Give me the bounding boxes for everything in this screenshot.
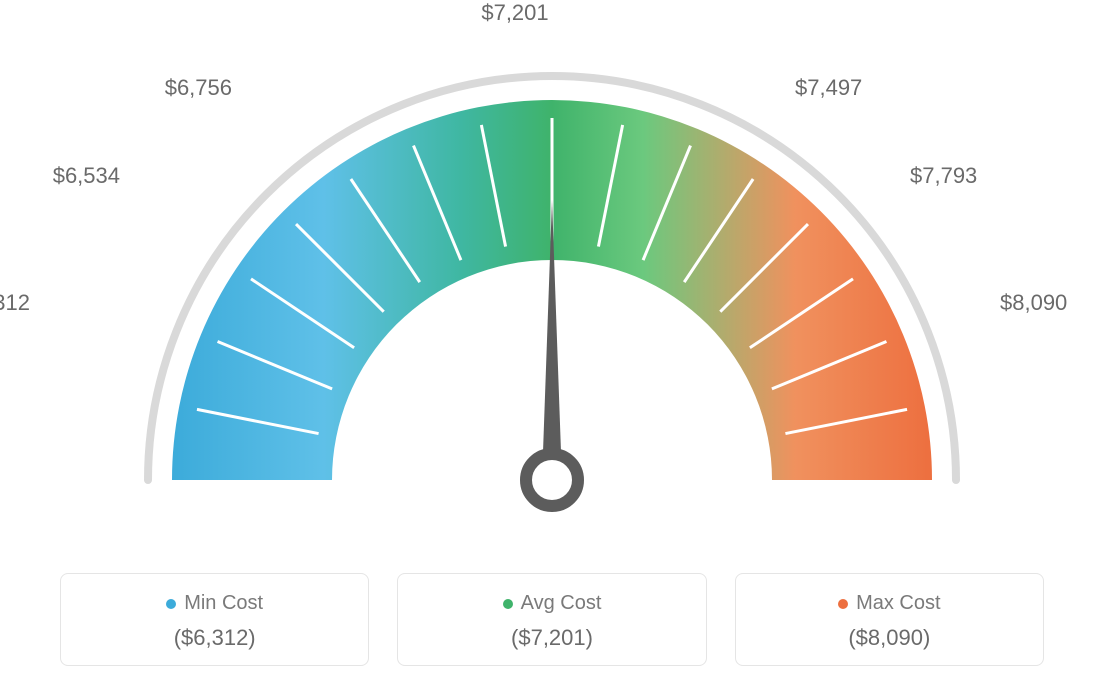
max-cost-value: ($8,090)	[748, 625, 1031, 651]
min-cost-card: Min Cost ($6,312)	[60, 573, 369, 666]
summary-cards: Min Cost ($6,312) Avg Cost ($7,201) Max …	[60, 573, 1044, 666]
avg-cost-value: ($7,201)	[410, 625, 693, 651]
dot-icon	[503, 599, 513, 609]
gauge-chart	[102, 20, 1002, 560]
gauge-svg	[102, 20, 1002, 560]
dot-icon	[166, 599, 176, 609]
max-cost-head: Max Cost	[748, 592, 1031, 615]
avg-cost-head: Avg Cost	[410, 592, 693, 615]
gauge-needle-hub	[526, 454, 578, 506]
gauge-tick-label: $7,497	[795, 75, 862, 101]
gauge-tick-label: $7,793	[910, 163, 977, 189]
max-cost-card: Max Cost ($8,090)	[735, 573, 1044, 666]
min-cost-head: Min Cost	[73, 592, 356, 615]
max-cost-label: Max Cost	[856, 592, 940, 615]
min-cost-value: ($6,312)	[73, 625, 356, 651]
avg-cost-label: Avg Cost	[521, 592, 602, 615]
gauge-tick-label: $6,312	[0, 290, 30, 316]
dot-icon	[838, 599, 848, 609]
gauge-tick-label: $8,090	[1000, 290, 1067, 316]
min-cost-label: Min Cost	[184, 592, 263, 615]
gauge-tick-label: $7,201	[481, 0, 548, 26]
gauge-tick-label: $6,534	[53, 163, 120, 189]
gauge-tick-label: $6,756	[165, 75, 232, 101]
avg-cost-card: Avg Cost ($7,201)	[397, 573, 706, 666]
